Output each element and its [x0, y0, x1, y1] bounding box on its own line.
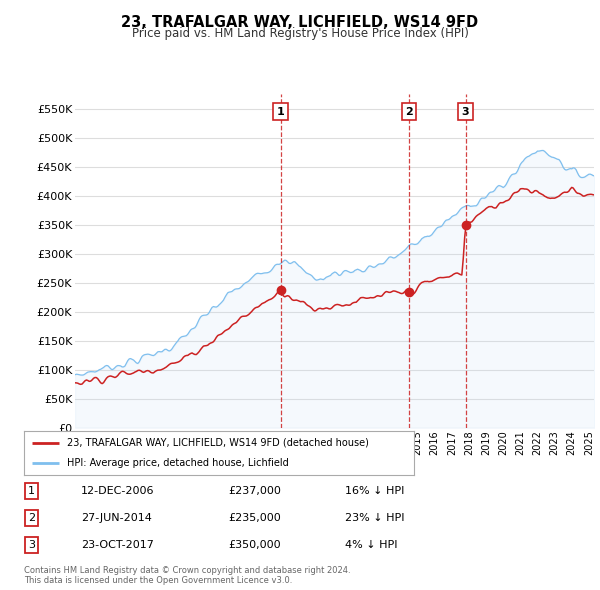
Text: 3: 3: [462, 107, 469, 117]
Text: HPI: Average price, detached house, Lichfield: HPI: Average price, detached house, Lich…: [67, 458, 289, 468]
Text: 23% ↓ HPI: 23% ↓ HPI: [345, 513, 404, 523]
Text: Price paid vs. HM Land Registry's House Price Index (HPI): Price paid vs. HM Land Registry's House …: [131, 27, 469, 40]
Text: 16% ↓ HPI: 16% ↓ HPI: [345, 486, 404, 496]
Text: 23, TRAFALGAR WAY, LICHFIELD, WS14 9FD: 23, TRAFALGAR WAY, LICHFIELD, WS14 9FD: [121, 15, 479, 30]
Text: 1: 1: [28, 486, 35, 496]
Text: 23, TRAFALGAR WAY, LICHFIELD, WS14 9FD (detached house): 23, TRAFALGAR WAY, LICHFIELD, WS14 9FD (…: [67, 438, 369, 448]
Text: 1: 1: [277, 107, 284, 117]
Text: 27-JUN-2014: 27-JUN-2014: [81, 513, 152, 523]
Text: 4% ↓ HPI: 4% ↓ HPI: [345, 540, 398, 550]
Text: £237,000: £237,000: [228, 486, 281, 496]
Text: £350,000: £350,000: [228, 540, 281, 550]
Text: £235,000: £235,000: [228, 513, 281, 523]
Text: 2: 2: [28, 513, 35, 523]
Text: 3: 3: [28, 540, 35, 550]
Text: 23-OCT-2017: 23-OCT-2017: [81, 540, 154, 550]
Text: 12-DEC-2006: 12-DEC-2006: [81, 486, 155, 496]
Text: Contains HM Land Registry data © Crown copyright and database right 2024.
This d: Contains HM Land Registry data © Crown c…: [24, 566, 350, 585]
Text: 2: 2: [405, 107, 413, 117]
